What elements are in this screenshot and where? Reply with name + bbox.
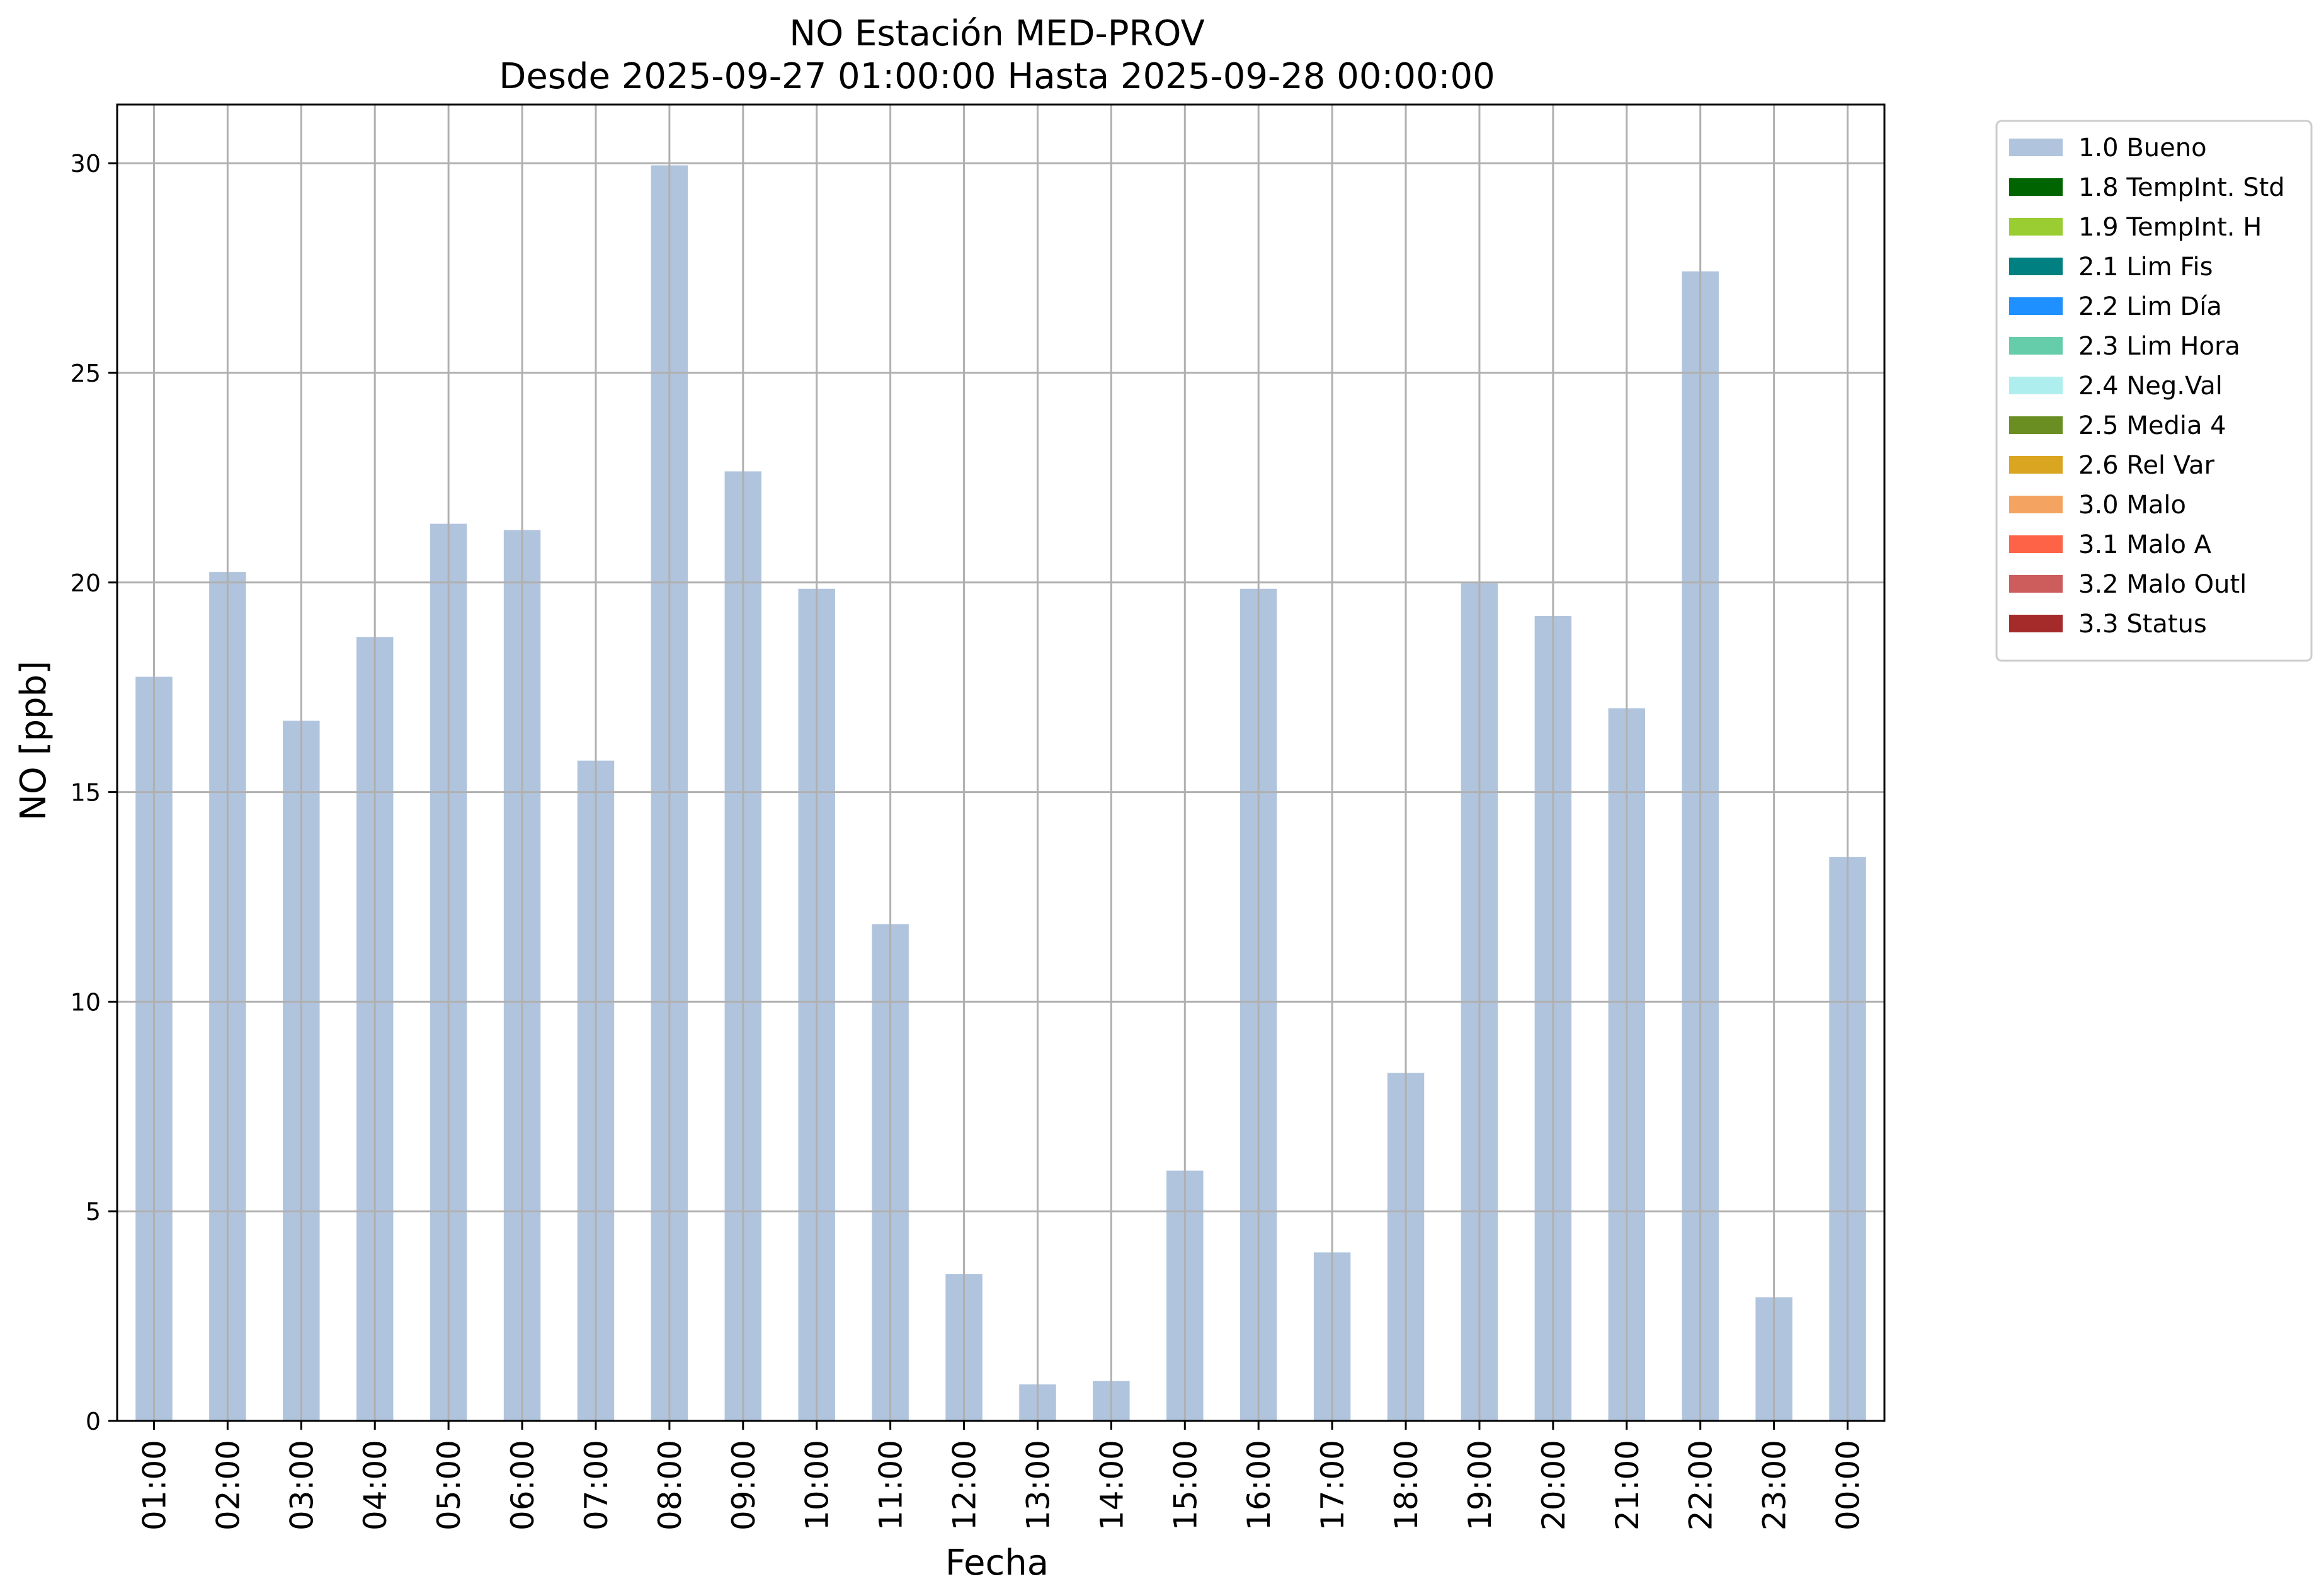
legend-entry-label: 2.3 Lim Hora [2078, 332, 2240, 361]
legend-swatch [2009, 615, 2063, 632]
x-tick-label: 14:00 [1093, 1440, 1130, 1530]
legend-entry-label: 2.1 Lim Fis [2078, 253, 2213, 282]
x-tick-label: 10:00 [799, 1440, 836, 1530]
x-tick-label: 07:00 [578, 1440, 615, 1530]
legend-swatch [2009, 178, 2063, 196]
x-tick-label: 19:00 [1462, 1440, 1498, 1530]
x-tick-label: 05:00 [431, 1440, 467, 1530]
x-tick-label: 18:00 [1388, 1440, 1425, 1530]
x-tick-label: 23:00 [1757, 1440, 1793, 1530]
x-tick-label: 04:00 [357, 1440, 394, 1530]
legend-swatch [2009, 258, 2063, 275]
x-tick-label: 20:00 [1536, 1440, 1572, 1530]
plot-frame [116, 103, 1886, 1422]
chart-title: NO Estación MED-PROV [789, 13, 1205, 54]
x-tick-label: 06:00 [504, 1440, 541, 1530]
y-tick-label: 15 [71, 779, 101, 807]
y-axis-label: NO [ppb] [13, 661, 54, 821]
legend-swatch [2009, 139, 2063, 156]
legend-entry-label: 2.2 Lim Día [2078, 292, 2222, 321]
x-tick-label: 01:00 [136, 1440, 173, 1530]
x-tick-label: 17:00 [1314, 1440, 1351, 1530]
legend-swatch [2009, 297, 2063, 315]
x-tick-label: 09:00 [726, 1440, 762, 1530]
legend-entry-label: 1.0 Bueno [2078, 134, 2207, 162]
axis-layer: 0 5 10 15 20 25 30 01:00 02:00 03:00 04:00 05:00 06:… [71, 103, 1886, 1530]
x-axis-label: Fecha [945, 1542, 1049, 1583]
x-tick-label: 16:00 [1241, 1440, 1277, 1530]
y-tick-label: 20 [71, 569, 101, 597]
legend-swatch [2009, 337, 2063, 355]
legend: 1.0 Bueno 1.8 TempInt. Std 1.9 TempInt. H 2… [1995, 120, 2313, 662]
y-tick-label: 5 [86, 1198, 101, 1226]
legend-entry-label: 2.6 Rel Var [2078, 451, 2215, 480]
legend-entry-label: 1.8 TempInt. Std [2078, 173, 2285, 202]
legend-entry-label: 1.9 TempInt. H [2078, 213, 2262, 242]
x-tick-label: 03:00 [283, 1440, 320, 1530]
chart-subtitle: Desde 2025-09-27 01:00:00 Hasta 2025-09-… [499, 56, 1495, 97]
x-tick-label: 22:00 [1683, 1440, 1719, 1530]
legend-entry-label: 3.3 Status [2078, 610, 2207, 639]
legend-entry-label: 3.1 Malo A [2078, 530, 2212, 559]
x-tick-label: 21:00 [1609, 1440, 1646, 1530]
x-tick-label: 00:00 [1830, 1440, 1867, 1530]
x-tick-label: 11:00 [873, 1440, 909, 1530]
y-tick-label: 0 [86, 1408, 101, 1435]
x-tick-label: 13:00 [1020, 1440, 1056, 1530]
legend-entry-label: 3.0 Malo [2078, 491, 2186, 520]
legend-entry-label: 2.5 Media 4 [2078, 411, 2226, 440]
legend-swatch [2009, 575, 2063, 593]
legend-swatch [2009, 535, 2063, 553]
x-tick-label: 02:00 [210, 1440, 246, 1530]
legend-swatch [2009, 218, 2063, 236]
y-tick-label: 25 [71, 360, 101, 387]
legend-box [1995, 120, 2313, 662]
y-tick-label: 10 [71, 988, 101, 1016]
legend-swatch [2009, 456, 2063, 474]
y-tick-label: 30 [71, 150, 101, 178]
x-tick-label: 15:00 [1167, 1440, 1204, 1530]
legend-swatch [2009, 377, 2063, 394]
legend-swatch [2009, 496, 2063, 513]
legend-swatch [2009, 416, 2063, 434]
legend-entry-label: 2.4 Neg.Val [2078, 372, 2223, 401]
x-tick-label: 08:00 [652, 1440, 688, 1530]
x-tick-label: 12:00 [947, 1440, 983, 1530]
legend-entry-label: 3.2 Malo Outl [2078, 570, 2247, 599]
